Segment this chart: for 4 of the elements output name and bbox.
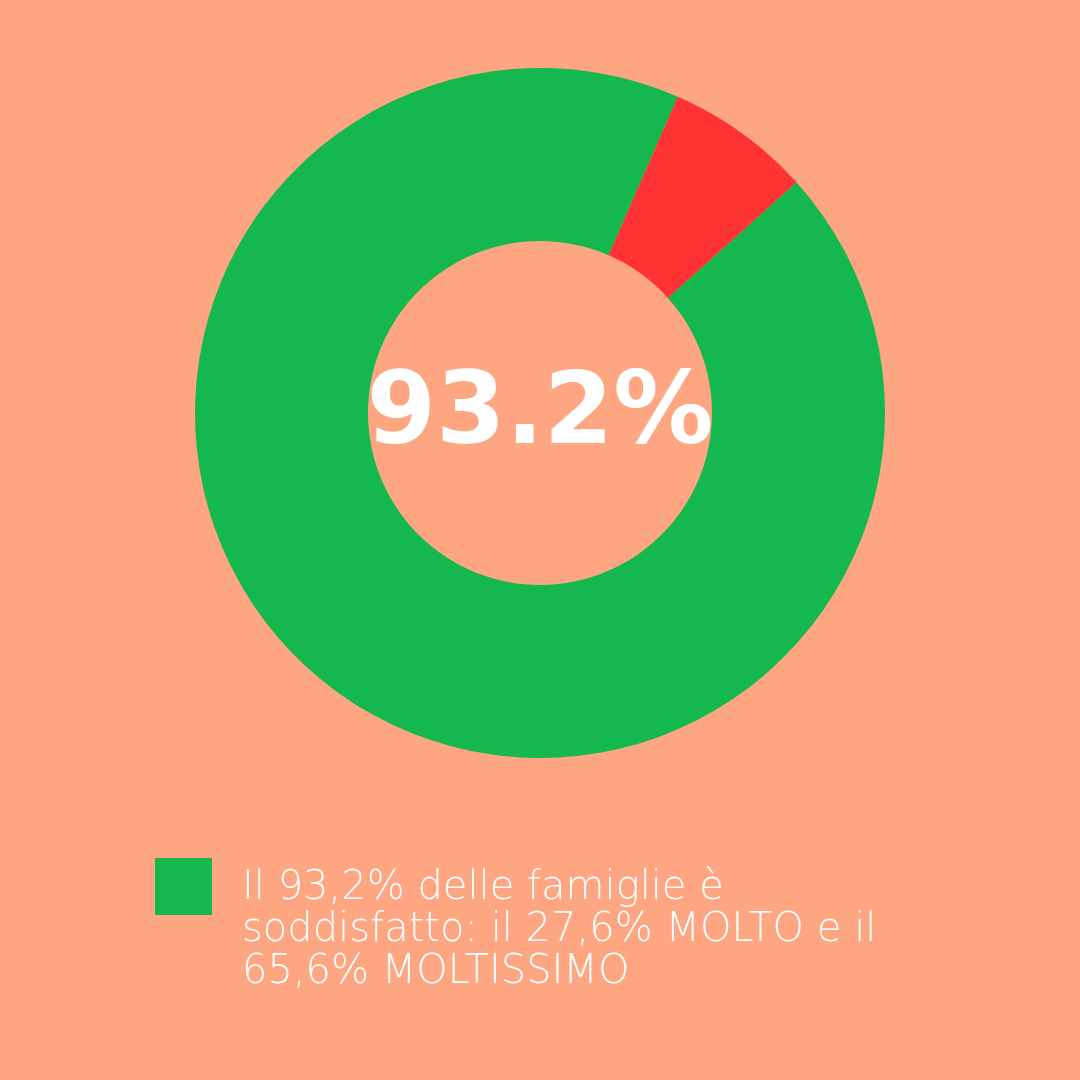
donut-slice bbox=[608, 96, 797, 298]
donut-slice bbox=[195, 68, 885, 758]
text: 93.2% bbox=[366, 350, 714, 467]
legend-label: Il 93,2% delle famiglie è soddisfatto: il 27,6% MOLTO e il 65,6% MOLTISSIMO bbox=[242, 861, 877, 992]
